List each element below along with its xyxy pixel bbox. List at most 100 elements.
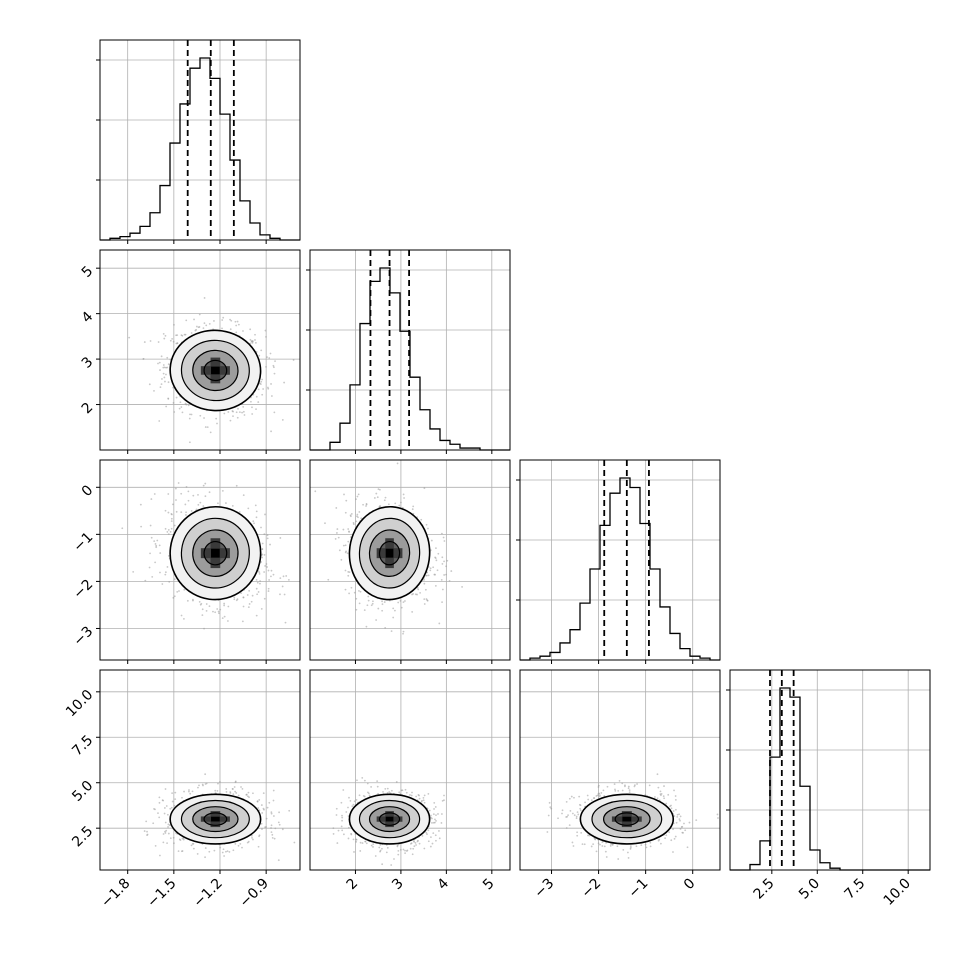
sample-point (665, 834, 668, 837)
sample-point (403, 497, 405, 499)
sample-point (398, 504, 401, 507)
sample-point (268, 801, 271, 804)
sample-point (140, 525, 143, 528)
sample-point (578, 795, 581, 798)
sample-point (265, 826, 268, 828)
sample-point (367, 595, 370, 598)
sample-point (350, 833, 353, 836)
sample-point (351, 805, 354, 808)
y-tick-label: −1 (70, 529, 96, 555)
sample-point (195, 508, 198, 511)
sample-point (621, 782, 624, 785)
sample-point (170, 513, 173, 515)
sample-point (157, 812, 159, 814)
sample-point (357, 516, 359, 519)
sample-point (436, 569, 439, 572)
sample-point (412, 505, 415, 508)
sample-point (579, 809, 582, 812)
sample-point (441, 799, 444, 802)
sample-point (203, 322, 206, 325)
sample-point (163, 366, 166, 369)
sample-point (434, 573, 436, 576)
sample-point (392, 616, 395, 619)
x-tick-label: −3 (531, 876, 557, 902)
sample-point (427, 574, 430, 577)
histogram-step (100, 57, 300, 241)
sample-point (676, 815, 679, 818)
sample-point (225, 791, 228, 793)
sample-point (659, 790, 662, 793)
sample-point (281, 419, 284, 421)
sample-point (169, 807, 172, 810)
sample-point (649, 845, 652, 848)
sample-point (227, 620, 229, 622)
sample-point (370, 786, 372, 788)
sample-point (350, 513, 353, 515)
sample-point (374, 855, 377, 857)
sample-point (173, 578, 176, 581)
sample-point (261, 556, 264, 559)
sample-point (590, 845, 593, 848)
sample-point (208, 322, 211, 325)
sample-point (223, 615, 226, 618)
sample-point (235, 331, 238, 334)
sample-point (229, 791, 232, 793)
sample-point (164, 571, 167, 574)
sample-point (161, 799, 164, 801)
sample-point (267, 387, 270, 390)
contour-line (348, 505, 431, 601)
sample-point (355, 608, 358, 611)
sample-point (270, 383, 272, 385)
sample-point (187, 790, 190, 793)
sample-point (239, 842, 242, 845)
sample-point (683, 822, 685, 825)
sample-point (605, 841, 607, 844)
sample-point (597, 792, 600, 795)
sample-point (434, 834, 437, 837)
sample-point (443, 540, 446, 542)
sample-point (242, 596, 245, 599)
sample-point (601, 845, 604, 847)
sample-point (187, 404, 190, 407)
sample-point (249, 328, 252, 331)
sample-point (365, 505, 367, 507)
contour-line (169, 505, 262, 601)
sample-point (402, 493, 405, 496)
sample-point (342, 528, 345, 531)
sample-point (293, 841, 296, 844)
sample-point (394, 609, 396, 612)
sample-point (336, 532, 338, 534)
sample-point (268, 357, 271, 359)
sample-point (219, 846, 222, 849)
sample-point (164, 821, 167, 824)
sample-point (388, 791, 391, 793)
sample-point (443, 574, 446, 576)
sample-point (180, 406, 183, 408)
sample-point (241, 411, 243, 414)
sample-point (162, 332, 165, 335)
sample-point (174, 791, 177, 794)
sample-point (159, 386, 162, 389)
sample-point (257, 401, 260, 403)
sample-point (258, 354, 261, 357)
sample-cloud (128, 297, 295, 444)
sample-point (338, 549, 341, 552)
sample-point (674, 799, 677, 801)
sample-point (267, 590, 270, 592)
sample-point (263, 597, 266, 600)
sample-point (348, 592, 351, 595)
x-tick-label: −1.2 (190, 876, 225, 911)
sample-point (266, 534, 269, 537)
sample-point (164, 830, 166, 833)
sample-point (242, 494, 245, 497)
sample-point (665, 802, 668, 805)
sample-point (428, 809, 431, 812)
sample-point (430, 836, 432, 839)
sample-point (258, 834, 261, 837)
sample-point (202, 784, 204, 787)
sample-point (261, 548, 264, 551)
sample-point (344, 544, 347, 547)
sample-point (242, 410, 245, 413)
sample-point (167, 832, 170, 835)
sample-point (272, 366, 275, 369)
